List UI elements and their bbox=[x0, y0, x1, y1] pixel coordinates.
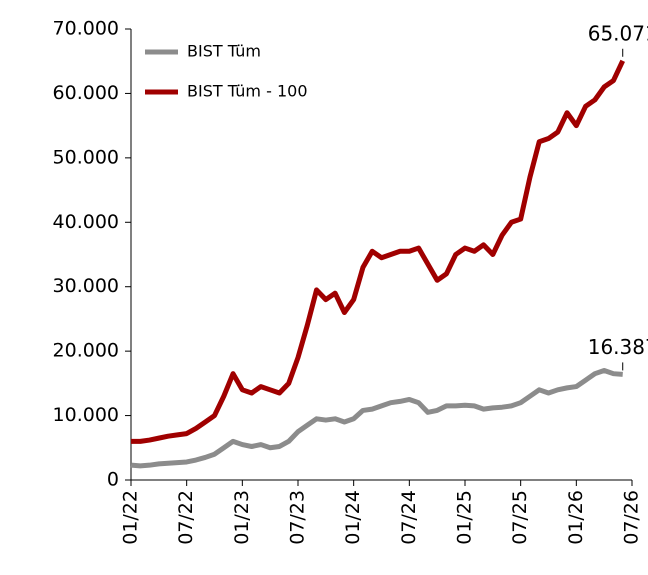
y-tick-label: 60.000 bbox=[53, 82, 119, 104]
value-label: 16.387 bbox=[588, 335, 648, 359]
x-tick-label: 01/23 bbox=[231, 490, 253, 545]
x-tick-label: 07/24 bbox=[398, 490, 420, 545]
series-line bbox=[131, 59, 625, 444]
y-tick-label: 20.000 bbox=[53, 340, 119, 362]
series-line bbox=[130, 367, 623, 469]
x-tick-label: 07/22 bbox=[175, 490, 197, 545]
value-label: 65.071 bbox=[588, 21, 648, 45]
x-tick-label: 07/25 bbox=[509, 490, 531, 545]
legend-label: BIST Tüm - 100 bbox=[187, 82, 308, 101]
x-tick-label: 07/26 bbox=[621, 490, 643, 545]
y-tick-label: 10.000 bbox=[53, 404, 119, 426]
x-tick-label: 01/26 bbox=[565, 490, 587, 545]
y-tick-label: 30.000 bbox=[53, 275, 119, 297]
x-tick-label: 01/24 bbox=[342, 490, 364, 545]
y-tick-label: 0 bbox=[107, 469, 119, 491]
x-tick-label: 07/23 bbox=[287, 490, 309, 545]
y-tick-label: 50.000 bbox=[53, 146, 119, 168]
legend-label: BIST Tüm bbox=[187, 42, 261, 61]
x-tick-label: 01/22 bbox=[120, 490, 142, 545]
y-tick-label: 40.000 bbox=[53, 211, 119, 233]
y-tick-label: 70.000 bbox=[53, 18, 119, 40]
x-tick-label: 01/25 bbox=[454, 490, 476, 545]
